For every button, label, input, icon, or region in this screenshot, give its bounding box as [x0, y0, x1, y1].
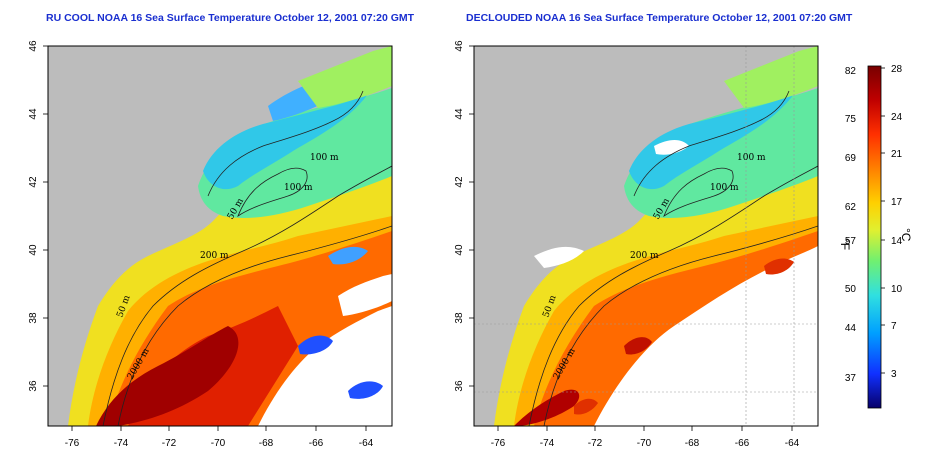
y-tick-label: 44: [28, 108, 39, 120]
y-tick-label: 40: [454, 244, 465, 256]
left-map-frame: [47, 45, 393, 427]
right-map-title: DECLOUDED NOAA 16 Sea Surface Temperatur…: [466, 12, 853, 24]
y-tick-label: 46: [454, 40, 465, 52]
fahrenheit-tick-label: 50: [845, 284, 857, 295]
celsius-tick-label: 3: [891, 369, 897, 380]
y-tick-label: 36: [454, 380, 465, 392]
x-tick-label: -70: [211, 438, 226, 449]
x-tick-label: -64: [359, 438, 374, 449]
celsius-tick-label: 7: [891, 321, 897, 332]
left-map: [48, 46, 392, 426]
y-tick-label: 40: [28, 244, 39, 256]
left-map-title: RU COOL NOAA 16 Sea Surface Temperature …: [46, 12, 415, 24]
celsius-tick-label: 14: [891, 236, 903, 247]
x-tick-label: -74: [114, 438, 129, 449]
celsius-tick-label: 17: [891, 197, 903, 208]
x-tick-label: -76: [491, 438, 506, 449]
x-tick-label: -74: [540, 438, 555, 449]
left-map-axes: -76 -74 -72 -70 -68 -66 -64 46 44 42 40 38 36: [28, 40, 374, 449]
fahrenheit-tick-label: 69: [845, 153, 857, 164]
x-tick-label: -66: [735, 438, 750, 449]
fahrenheit-tick-label: 37: [845, 373, 857, 384]
y-tick-label: 38: [28, 312, 39, 324]
celsius-tick-label: 21: [891, 149, 903, 160]
fahrenheit-tick-label: 75: [845, 114, 857, 125]
right-map: [474, 46, 818, 426]
celsius-tick-label: 10: [891, 284, 903, 295]
contour-label: 100 m: [284, 183, 313, 193]
contour-label: 100 m: [710, 183, 739, 193]
y-tick-label: 42: [28, 176, 39, 188]
x-tick-label: -66: [309, 438, 324, 449]
fahrenheit-tick-label: 82: [845, 66, 857, 77]
contour-label: 100 m: [737, 153, 766, 163]
fahrenheit-tick-label: 44: [845, 323, 857, 334]
y-tick-label: 38: [454, 312, 465, 324]
y-tick-label: 42: [454, 176, 465, 188]
contour-label: 200 m: [200, 251, 229, 261]
celsius-tick-label: 28: [891, 64, 903, 75]
y-tick-label: 36: [28, 380, 39, 392]
fahrenheit-unit-label: °F: [838, 238, 852, 250]
right-map-frame: [473, 45, 819, 427]
y-tick-label: 46: [28, 40, 39, 52]
contour-label: 200 m: [630, 251, 659, 261]
x-tick-label: -68: [259, 438, 274, 449]
fahrenheit-tick-label: 62: [845, 202, 857, 213]
x-tick-label: -64: [785, 438, 800, 449]
x-tick-label: -76: [65, 438, 80, 449]
x-tick-label: -72: [162, 438, 177, 449]
colorbar-ticks: 82 75 69 62 57 50 44 37 28 24 21 17 14 10 7 3: [845, 64, 903, 384]
contour-label: 100 m: [310, 153, 339, 163]
colorbar: [867, 65, 882, 409]
x-tick-label: -68: [685, 438, 700, 449]
x-tick-label: -72: [588, 438, 603, 449]
x-tick-label: -70: [637, 438, 652, 449]
fahrenheit-tick-label: 57: [845, 236, 857, 247]
celsius-unit-label: °C: [899, 228, 913, 242]
y-tick-label: 44: [454, 108, 465, 120]
celsius-tick-label: 24: [891, 112, 903, 123]
right-map-axes: -76 -74 -72 -70 -68 -66 -64 46 44 42 40 38 36: [454, 40, 800, 449]
